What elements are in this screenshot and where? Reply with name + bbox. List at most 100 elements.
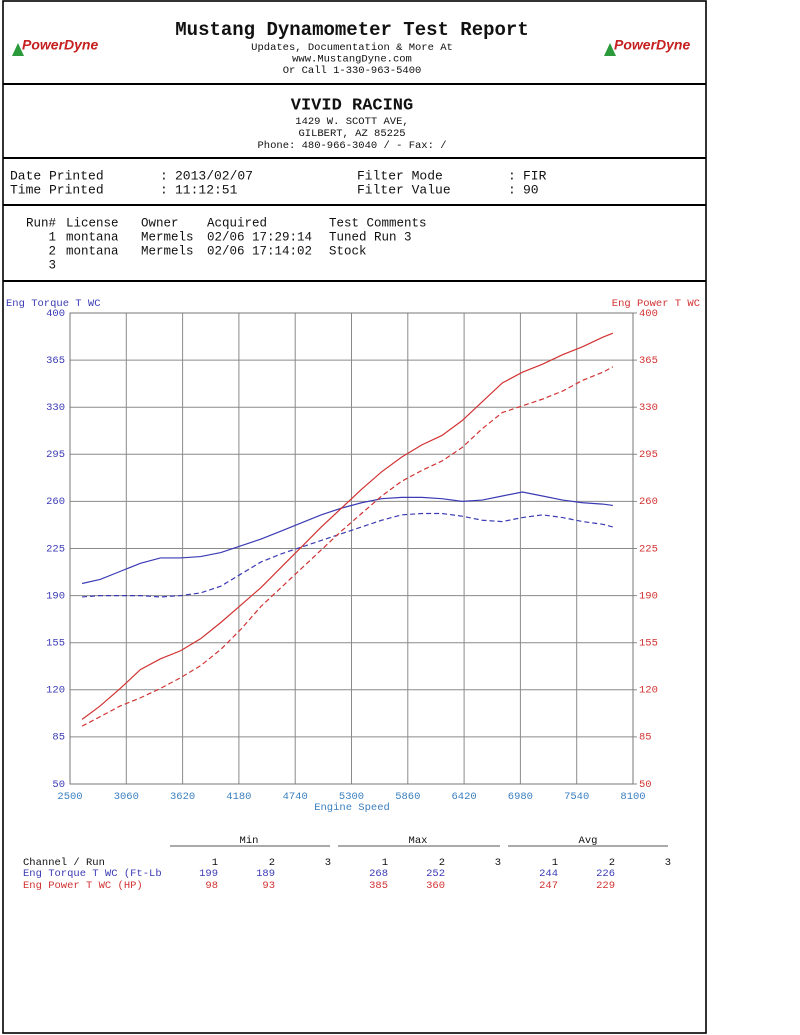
y2-tick-label: 85 [639, 732, 652, 744]
summary-run: 2 [269, 857, 275, 869]
x-axis-title: Engine Speed [314, 802, 390, 814]
summary-run: 1 [552, 857, 558, 869]
info-colon: : [508, 168, 516, 183]
y-tick-label: 50 [52, 779, 65, 791]
header-line: Updates, Documentation & More At [251, 42, 453, 54]
y2-tick-label: 155 [639, 637, 658, 649]
y2-axis-title: Eng Power T WC [612, 298, 700, 310]
logo: PowerDyne [22, 37, 98, 53]
report-title: Mustang Dynamometer Test Report [175, 19, 528, 41]
summary-value: 229 [596, 880, 615, 892]
info-label: Filter Value [357, 182, 451, 197]
info-label: Filter Mode [357, 168, 443, 183]
x-tick-label: 6420 [451, 791, 476, 803]
x-tick-label: 4740 [283, 791, 308, 803]
info-colon: : [160, 168, 168, 183]
runs-cell: Mermels [141, 244, 194, 258]
runs-cell: 02/06 17:29:14 [207, 230, 312, 244]
summary-value: 244 [539, 868, 558, 880]
summary-value: 199 [199, 868, 218, 880]
summary-value: 98 [205, 880, 218, 892]
info-value: 11:12:51 [175, 182, 238, 197]
y-tick-label: 260 [46, 496, 65, 508]
summary-value: 93 [262, 880, 275, 892]
y2-tick-label: 295 [639, 449, 658, 461]
info-colon: : [160, 182, 168, 197]
runs-cell: Stock [329, 244, 367, 258]
y2-tick-label: 225 [639, 543, 658, 555]
x-tick-label: 7540 [564, 791, 589, 803]
summary-row-name: Eng Torque T WC (Ft-Lb [23, 868, 162, 880]
summary-run: 2 [439, 857, 445, 869]
info-value: 2013/02/07 [175, 168, 253, 183]
y2-tick-label: 120 [639, 685, 658, 697]
y-tick-label: 155 [46, 637, 65, 649]
y2-tick-label: 365 [639, 355, 658, 367]
company-name: VIVID RACING [291, 96, 413, 115]
data-line [82, 512, 614, 598]
info-label: Date Printed [10, 168, 104, 183]
plot-frame [69, 312, 634, 785]
header-line: Or Call 1-330-963-5400 [283, 65, 422, 77]
runs-header: Run# [26, 216, 57, 230]
y2-tick-label: 400 [639, 308, 658, 320]
summary-value: 268 [369, 868, 388, 880]
summary-value: 189 [256, 868, 275, 880]
summary-value: 385 [369, 880, 388, 892]
runs-cell: Mermels [141, 230, 194, 244]
summary-run: 3 [325, 857, 331, 869]
y-tick-label: 365 [46, 355, 65, 367]
summary-value: 360 [426, 880, 445, 892]
summary-group: Max [409, 835, 428, 847]
header-line: www.MustangDyne.com [292, 53, 412, 65]
x-tick-label: 5300 [339, 791, 364, 803]
runs-cell: 2 [48, 244, 56, 258]
summary-group: Min [240, 835, 259, 847]
summary-run: 3 [495, 857, 501, 869]
y2-tick-label: 50 [639, 779, 652, 791]
summary-row-name: Eng Power T WC (HP) [23, 880, 143, 892]
info-colon: : [508, 182, 516, 197]
data-line [81, 332, 614, 720]
x-tick-label: 5860 [395, 791, 420, 803]
x-tick-label: 3060 [114, 791, 139, 803]
y-tick-label: 330 [46, 402, 65, 414]
x-tick-label: 6980 [508, 791, 533, 803]
summary-value: 247 [539, 880, 558, 892]
y-tick-label: 225 [46, 543, 65, 555]
x-tick-label: 8100 [620, 791, 645, 803]
runs-header: Test Comments [329, 216, 427, 230]
runs-cell: 3 [48, 258, 56, 272]
y2-tick-label: 330 [639, 402, 658, 414]
data-line [81, 366, 614, 727]
x-tick-label: 3620 [170, 791, 195, 803]
summary-run: 1 [382, 857, 388, 869]
company-line: 1429 W. SCOTT AVE, [295, 116, 408, 128]
y2-tick-label: 190 [639, 590, 658, 602]
y-tick-label: 85 [52, 732, 65, 744]
runs-header: Acquired [207, 216, 267, 230]
summary-run: 2 [609, 857, 615, 869]
runs-header: Owner [141, 216, 179, 230]
runs-cell: Tuned Run 3 [329, 230, 412, 244]
y-tick-label: 190 [46, 590, 65, 602]
x-tick-label: 4180 [226, 791, 251, 803]
runs-cell: 02/06 17:14:02 [207, 244, 312, 258]
summary-value: 226 [596, 868, 615, 880]
y-axis-title: Eng Torque T WC [6, 298, 101, 310]
summary-run: 3 [665, 857, 671, 869]
runs-cell: montana [66, 244, 119, 258]
page-frame [2, 0, 707, 1034]
company-line: GILBERT, AZ 85225 [298, 128, 405, 140]
summary-run: 1 [212, 857, 218, 869]
logo: PowerDyne [614, 37, 690, 53]
info-value: 90 [523, 182, 539, 197]
info-value: FIR [523, 168, 547, 183]
runs-cell: montana [66, 230, 119, 244]
logo-mark [12, 43, 24, 56]
company-line: Phone: 480-966-3040 / - Fax: / [257, 140, 446, 152]
runs-header: License [66, 216, 119, 230]
summary-value: 252 [426, 868, 445, 880]
